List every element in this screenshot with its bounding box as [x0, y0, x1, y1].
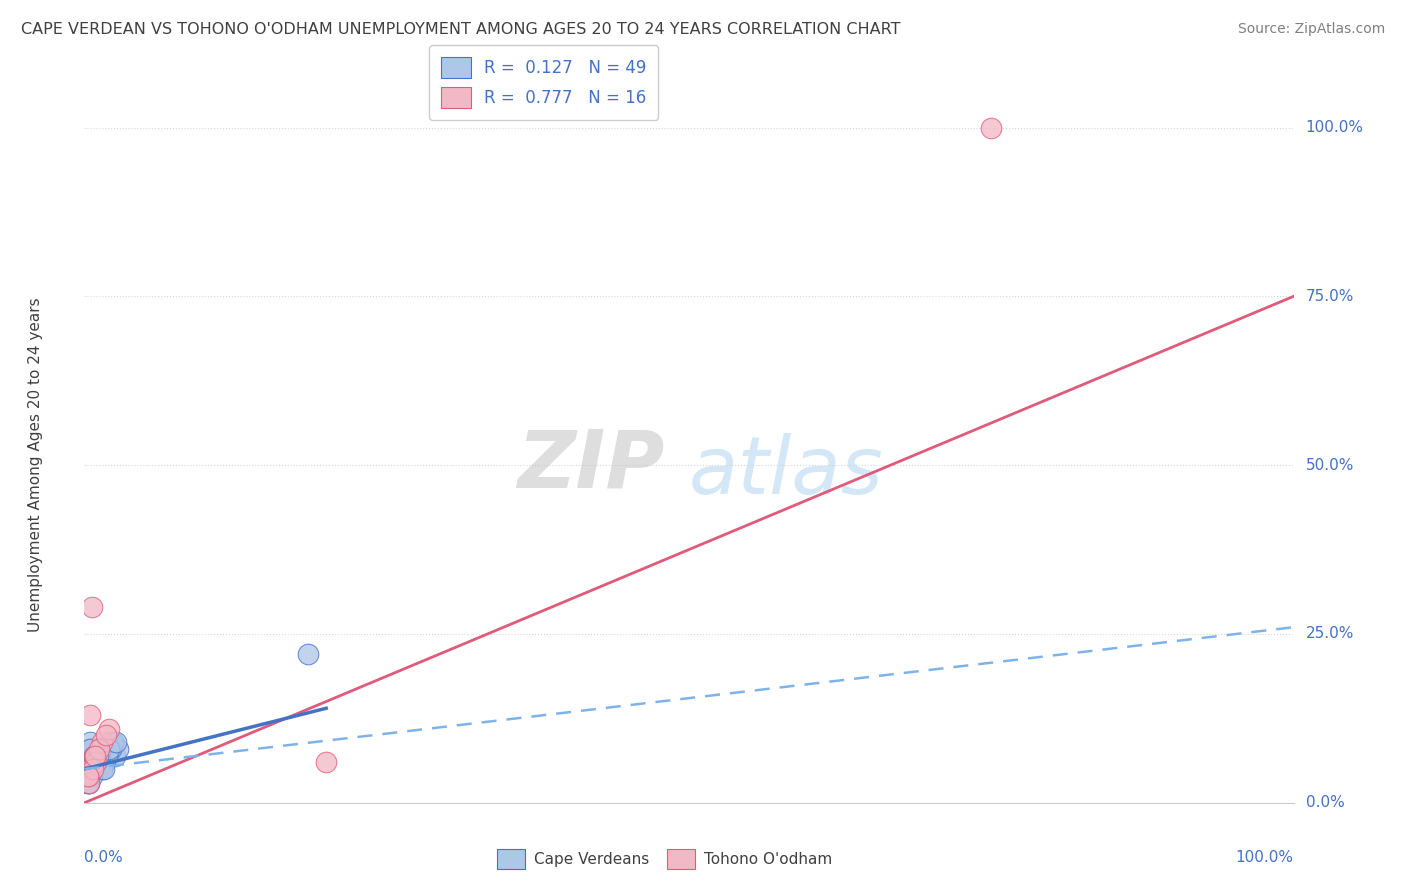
Point	[97, 722, 120, 736]
Text: 0.0%: 0.0%	[1306, 796, 1344, 810]
Point	[77, 769, 100, 783]
Point	[90, 748, 112, 763]
Point	[98, 735, 121, 749]
Point	[97, 741, 120, 756]
Text: 100.0%: 100.0%	[1306, 120, 1364, 135]
Point	[83, 756, 105, 770]
Point	[104, 735, 127, 749]
Text: Source: ZipAtlas.com: Source: ZipAtlas.com	[1237, 22, 1385, 37]
Point	[82, 756, 104, 770]
Point	[77, 775, 100, 789]
Point	[79, 762, 101, 776]
Point	[89, 748, 111, 763]
Point	[77, 769, 100, 783]
Point	[100, 741, 122, 756]
Point	[86, 756, 108, 770]
Point	[82, 762, 104, 776]
Text: ZIP: ZIP	[517, 426, 665, 504]
Text: atlas: atlas	[689, 433, 884, 511]
Point	[77, 775, 100, 789]
Point	[80, 769, 103, 783]
Point	[87, 748, 110, 763]
Text: 50.0%: 50.0%	[1306, 458, 1354, 473]
Point	[83, 748, 105, 763]
Point	[83, 748, 105, 763]
Legend: Cape Verdeans, Tohono O'odham: Cape Verdeans, Tohono O'odham	[491, 843, 838, 875]
Text: Unemployment Among Ages 20 to 24 years: Unemployment Among Ages 20 to 24 years	[28, 298, 44, 632]
Point	[82, 756, 104, 770]
Point	[94, 728, 117, 742]
Point	[84, 756, 107, 770]
Point	[86, 762, 108, 776]
Point	[80, 599, 103, 614]
Point	[315, 756, 337, 770]
Point	[84, 748, 107, 763]
Point	[79, 762, 101, 776]
Point	[83, 762, 105, 776]
Point	[84, 756, 107, 770]
Point	[94, 756, 117, 770]
Point	[87, 762, 110, 776]
Point	[79, 735, 101, 749]
Text: 75.0%: 75.0%	[1306, 289, 1354, 304]
Point	[83, 756, 105, 770]
Point	[93, 748, 115, 763]
Text: 0.0%: 0.0%	[84, 850, 124, 865]
Point	[82, 756, 104, 770]
Point	[77, 775, 100, 789]
Point	[94, 741, 117, 756]
Point	[79, 741, 101, 756]
Point	[91, 735, 114, 749]
Point	[103, 735, 125, 749]
Point	[97, 741, 120, 756]
Point	[87, 741, 110, 756]
Point	[80, 762, 103, 776]
Point	[96, 748, 118, 763]
Point	[107, 741, 129, 756]
Point	[91, 756, 114, 770]
Point	[77, 769, 100, 783]
Text: 100.0%: 100.0%	[1236, 850, 1294, 865]
Point	[77, 769, 100, 783]
Text: 25.0%: 25.0%	[1306, 626, 1354, 641]
Point	[86, 756, 108, 770]
Text: CAPE VERDEAN VS TOHONO O'ODHAM UNEMPLOYMENT AMONG AGES 20 TO 24 YEARS CORRELATIO: CAPE VERDEAN VS TOHONO O'ODHAM UNEMPLOYM…	[21, 22, 901, 37]
Point	[86, 748, 108, 763]
Point	[80, 762, 103, 776]
Point	[76, 769, 98, 783]
Point	[89, 748, 111, 763]
Point	[77, 769, 100, 783]
Point	[93, 762, 115, 776]
Point	[86, 756, 108, 770]
Point	[104, 748, 127, 763]
Point	[79, 708, 101, 723]
Point	[84, 762, 107, 776]
Point	[980, 120, 1002, 135]
Point	[91, 762, 114, 776]
Point	[77, 775, 100, 789]
Point	[79, 741, 101, 756]
Point	[297, 647, 319, 661]
